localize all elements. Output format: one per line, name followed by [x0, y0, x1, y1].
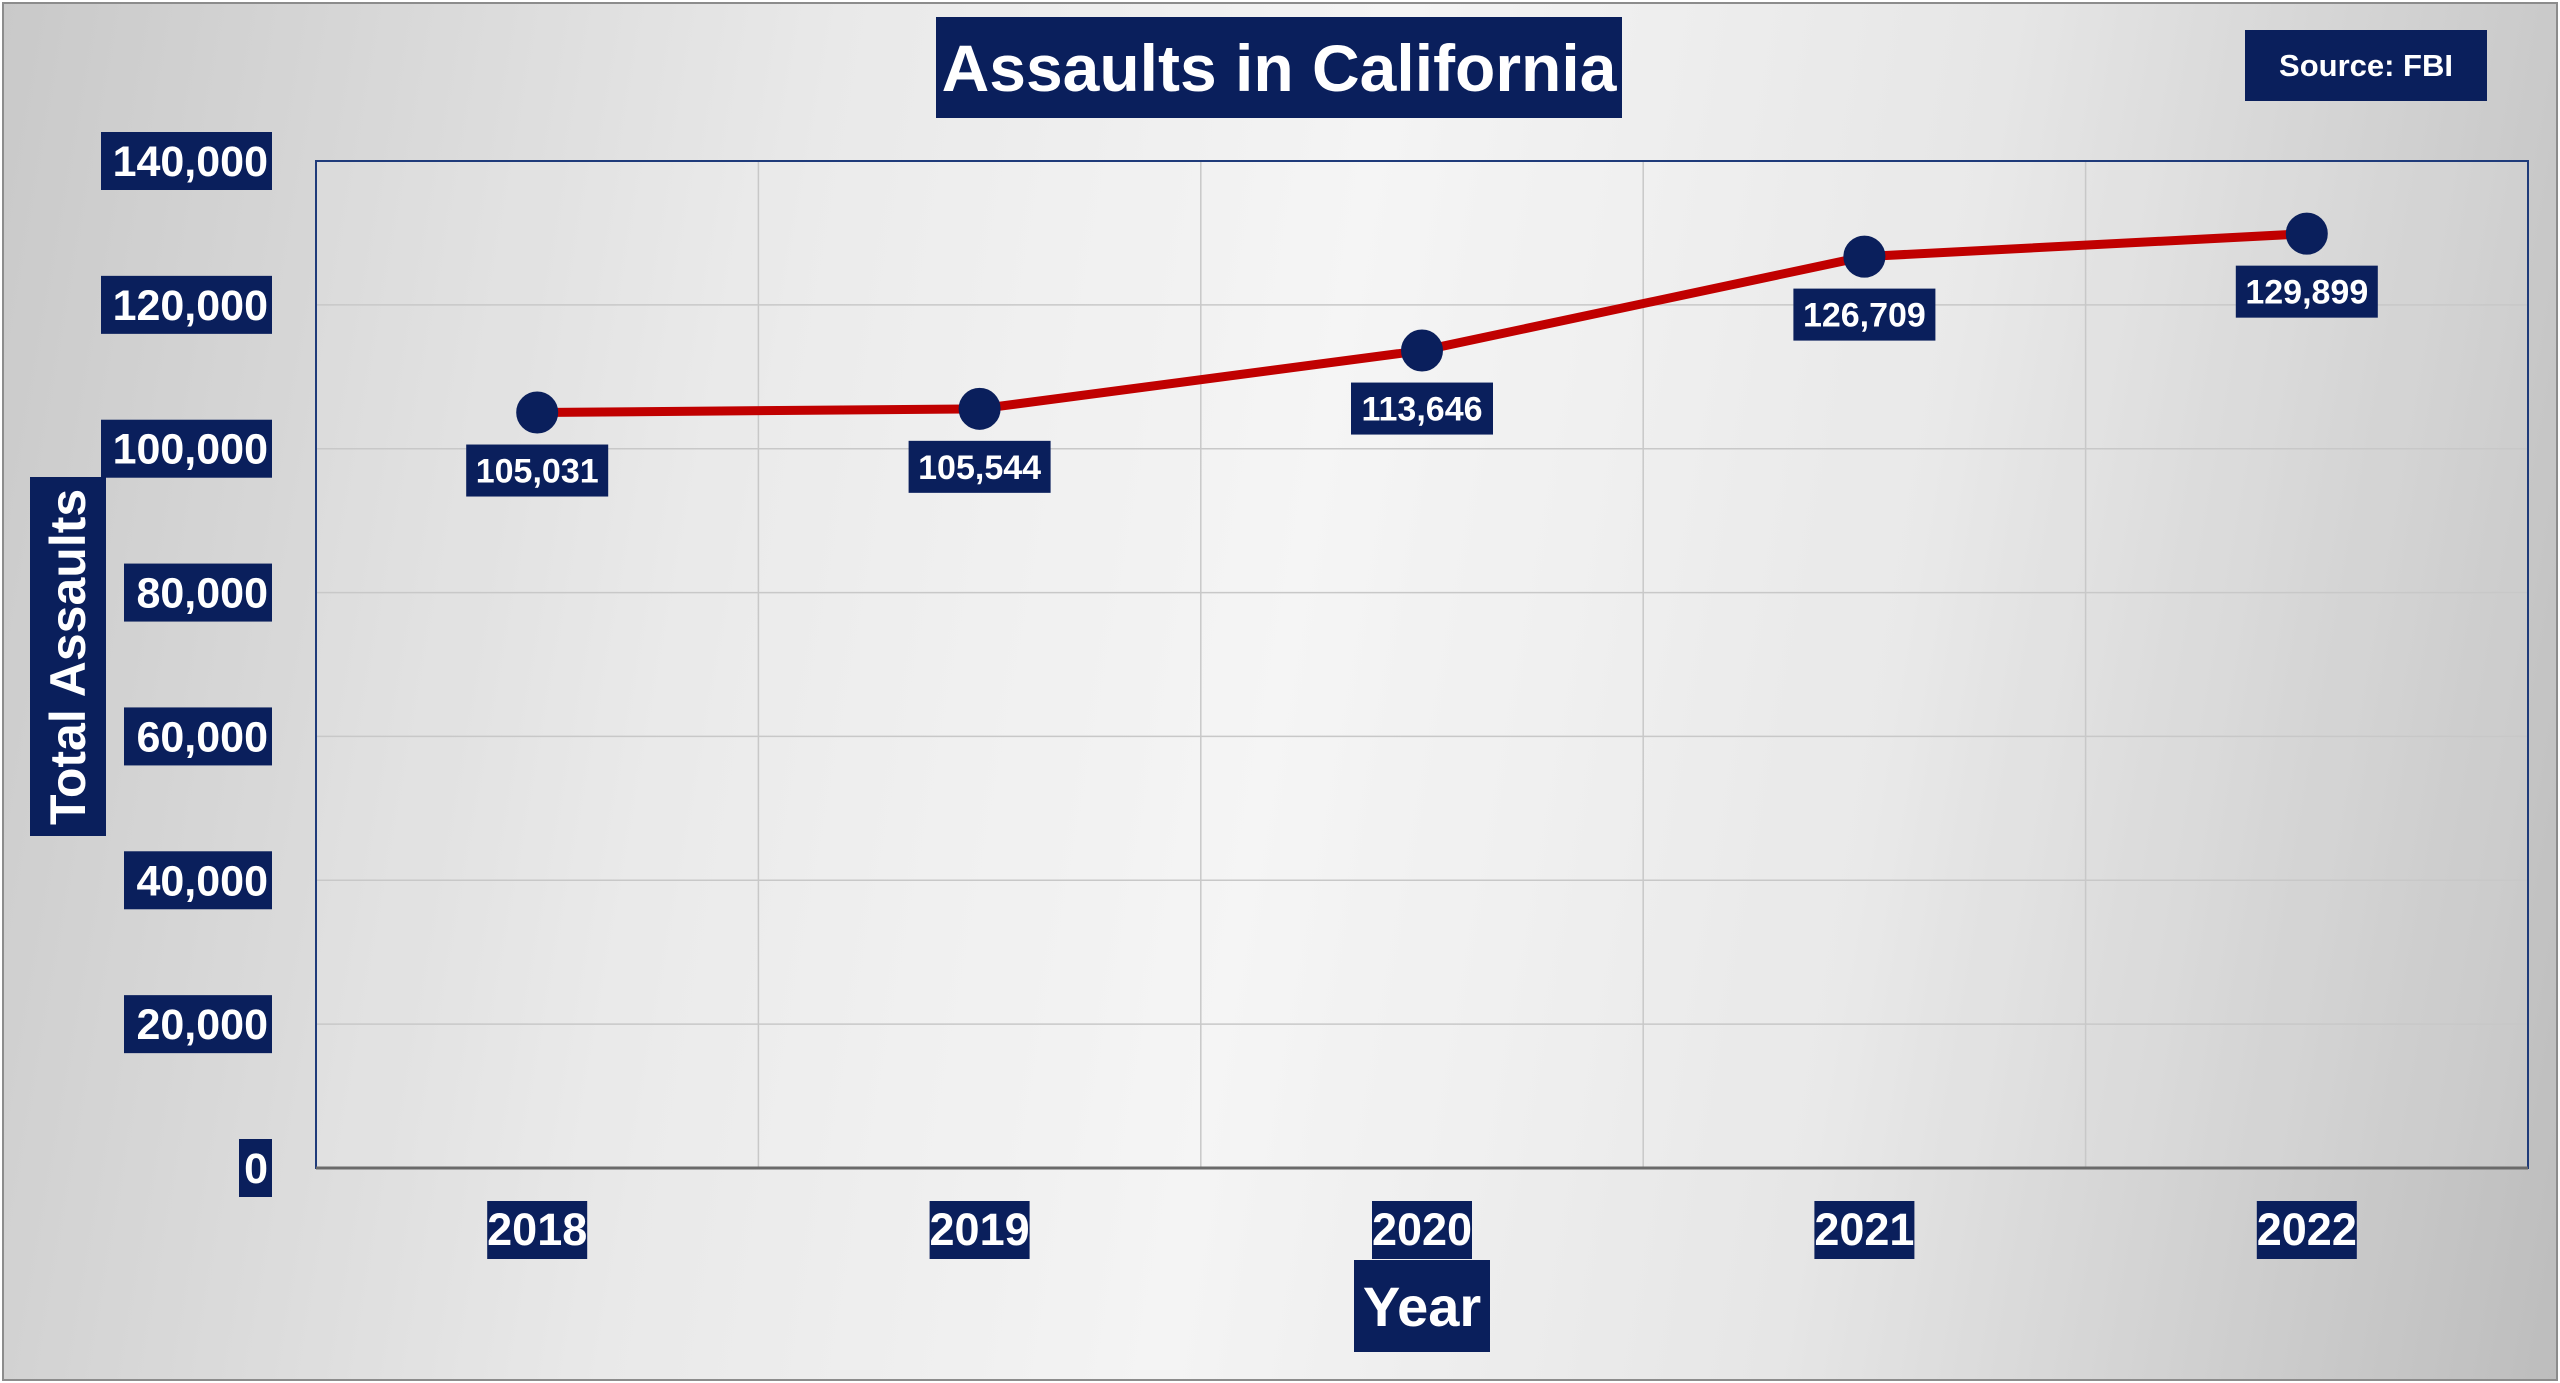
y-tick-label: 0 — [239, 1139, 272, 1197]
data-label-background — [908, 440, 1051, 493]
data-point — [516, 391, 559, 434]
y-tick-background — [101, 132, 272, 190]
y-tick-background — [124, 851, 272, 910]
y-tick-text: 0 — [244, 1145, 268, 1193]
data-label: 126,709 — [1793, 288, 1936, 341]
y-tick-label: 60,000 — [124, 707, 272, 766]
data-label-text: 105,031 — [476, 453, 599, 491]
data-label-text: 105,544 — [918, 449, 1041, 487]
x-tick-background — [1814, 1201, 1915, 1259]
y-tick-text: 100,000 — [113, 426, 268, 474]
y-tick-background — [124, 995, 272, 1054]
x-tick-text: 2021 — [1814, 1204, 1914, 1255]
x-tick-label: 2021 — [1814, 1201, 1914, 1259]
y-tick-text: 60,000 — [136, 713, 268, 761]
data-label-background — [466, 444, 609, 497]
y-tick-text: 40,000 — [136, 857, 268, 905]
x-tick-label: 2019 — [930, 1201, 1030, 1259]
data-label-text: 126,709 — [1803, 297, 1926, 335]
source-label: Source: FBI — [2245, 30, 2487, 101]
y-tick-text: 140,000 — [113, 138, 268, 186]
y-tick-label: 120,000 — [101, 275, 272, 334]
y-tick-background — [101, 419, 272, 478]
y-tick-label: 140,000 — [101, 132, 272, 190]
x-tick-label: 2022 — [2257, 1201, 2357, 1259]
data-label-text: 113,646 — [1361, 391, 1482, 429]
data-label-background — [2235, 265, 2378, 318]
y-tick-background — [239, 1139, 272, 1197]
data-label-background — [1351, 382, 1493, 435]
x-tick-text: 2018 — [487, 1204, 587, 1255]
data-label-text: 129,899 — [2245, 274, 2368, 312]
x-axis-title: Year — [1354, 1260, 1490, 1352]
plot-area — [316, 161, 2528, 1168]
x-tick-background — [2256, 1201, 2357, 1259]
y-tick-text: 20,000 — [136, 1001, 268, 1049]
y-tick-background — [124, 563, 272, 622]
data-point — [2285, 212, 2328, 255]
y-tick-text: 80,000 — [136, 570, 268, 618]
data-point — [958, 387, 1001, 430]
y-tick-text: 120,000 — [113, 282, 268, 330]
data-label: 105,031 — [466, 444, 609, 497]
data-label: 113,646 — [1351, 382, 1493, 435]
y-tick-background — [101, 275, 272, 334]
y-tick-label: 80,000 — [124, 563, 272, 622]
data-label: 105,544 — [908, 440, 1051, 493]
y-tick-label: 40,000 — [124, 851, 272, 910]
x-tick-text: 2019 — [930, 1204, 1030, 1255]
chart-title: Assaults in California — [936, 17, 1622, 118]
x-tick-background — [487, 1201, 588, 1259]
y-tick-label: 100,000 — [101, 419, 272, 478]
y-tick-label: 20,000 — [124, 995, 272, 1054]
x-tick-background — [929, 1201, 1030, 1259]
x-tick-background — [1372, 1201, 1472, 1259]
y-tick-background — [124, 707, 272, 766]
data-point — [1843, 235, 1886, 278]
data-label-background — [1793, 288, 1936, 341]
x-tick-text: 2022 — [2257, 1204, 2357, 1255]
data-point — [1401, 329, 1443, 372]
x-tick-label: 2020 — [1372, 1201, 1472, 1259]
data-label: 129,899 — [2235, 265, 2378, 318]
x-tick-text: 2020 — [1372, 1204, 1472, 1255]
x-tick-label: 2018 — [487, 1201, 587, 1259]
